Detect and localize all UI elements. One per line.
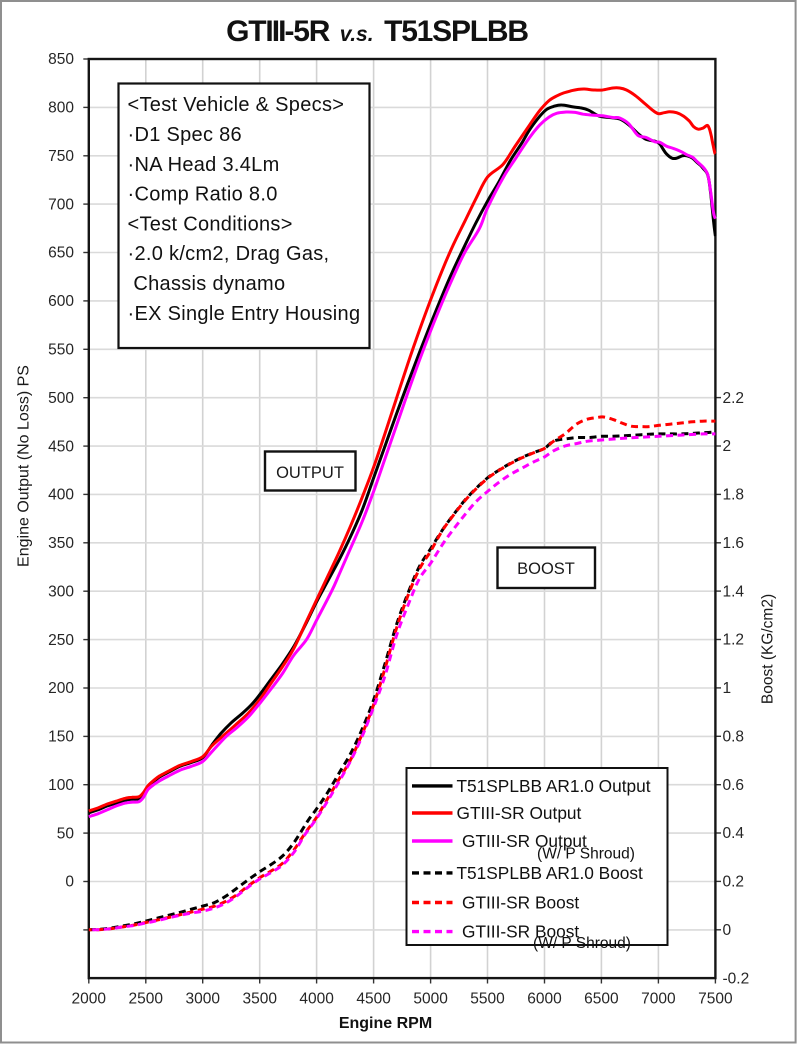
svg-text:BOOST: BOOST bbox=[517, 560, 575, 578]
svg-text:2: 2 bbox=[723, 438, 732, 455]
svg-text:1.2: 1.2 bbox=[723, 632, 745, 649]
svg-text:850: 850 bbox=[48, 51, 74, 68]
svg-text:5000: 5000 bbox=[413, 991, 448, 1008]
svg-text:Engine Output (No Loss) PS: Engine Output (No Loss) PS bbox=[16, 365, 33, 567]
svg-text:·NA Head 3.4Lm: ·NA Head 3.4Lm bbox=[128, 154, 280, 176]
svg-text:2500: 2500 bbox=[129, 991, 164, 1008]
svg-text:-0.2: -0.2 bbox=[723, 970, 750, 987]
svg-text:100: 100 bbox=[48, 777, 74, 794]
svg-text:400: 400 bbox=[48, 487, 74, 504]
svg-text:Chassis dynamo: Chassis dynamo bbox=[128, 273, 286, 295]
svg-text:6000: 6000 bbox=[527, 991, 562, 1008]
svg-text:7500: 7500 bbox=[698, 991, 733, 1008]
svg-text:500: 500 bbox=[48, 390, 74, 407]
svg-text:1: 1 bbox=[723, 680, 732, 697]
svg-text:T51SPLBB AR1.0 Output: T51SPLBB AR1.0 Output bbox=[457, 776, 651, 796]
svg-text:750: 750 bbox=[48, 148, 74, 165]
svg-text:GTIII-SR Output: GTIII-SR Output bbox=[462, 831, 587, 851]
svg-text:1.4: 1.4 bbox=[723, 583, 745, 600]
svg-text:Boost (KG/cm2): Boost (KG/cm2) bbox=[760, 594, 777, 704]
svg-text:·Comp Ratio 8.0: ·Comp Ratio 8.0 bbox=[128, 184, 278, 206]
svg-text:1.6: 1.6 bbox=[723, 535, 745, 552]
svg-text:50: 50 bbox=[57, 825, 75, 842]
svg-text:GTIII-SR Boost: GTIII-SR Boost bbox=[462, 922, 579, 942]
svg-text:350: 350 bbox=[48, 535, 74, 552]
svg-text:2.2: 2.2 bbox=[723, 390, 745, 407]
svg-text:GTIII-SR Boost: GTIII-SR Boost bbox=[462, 893, 579, 913]
svg-text:·D1 Spec 86: ·D1 Spec 86 bbox=[128, 124, 242, 146]
svg-text:Engine RPM: Engine RPM bbox=[339, 1015, 432, 1032]
svg-text:·EX Single Entry Housing: ·EX Single Entry Housing bbox=[128, 303, 361, 325]
svg-text:700: 700 bbox=[48, 196, 74, 213]
svg-text:0.2: 0.2 bbox=[723, 874, 745, 891]
svg-text:3000: 3000 bbox=[185, 991, 220, 1008]
svg-text:600: 600 bbox=[48, 293, 74, 310]
svg-text:0.4: 0.4 bbox=[723, 825, 745, 842]
svg-text:650: 650 bbox=[48, 245, 74, 262]
svg-text:5500: 5500 bbox=[470, 991, 505, 1008]
svg-text:<Test Vehicle & Specs>: <Test Vehicle & Specs> bbox=[128, 94, 345, 116]
svg-text:300: 300 bbox=[48, 583, 74, 600]
svg-text:0: 0 bbox=[723, 922, 732, 939]
svg-text:GTIII-SR Output: GTIII-SR Output bbox=[457, 803, 582, 823]
svg-text:(W/ P Shroud): (W/ P Shroud) bbox=[533, 935, 631, 952]
svg-text:0.8: 0.8 bbox=[723, 729, 745, 746]
svg-text:0.6: 0.6 bbox=[723, 777, 745, 794]
svg-text:4000: 4000 bbox=[299, 991, 334, 1008]
svg-text:150: 150 bbox=[48, 729, 74, 746]
svg-text:0: 0 bbox=[65, 874, 74, 891]
svg-text:<Test Conditions>: <Test Conditions> bbox=[128, 213, 293, 235]
svg-text:4500: 4500 bbox=[356, 991, 391, 1008]
svg-text:800: 800 bbox=[48, 100, 74, 117]
svg-text:2000: 2000 bbox=[72, 991, 107, 1008]
svg-text:450: 450 bbox=[48, 438, 74, 455]
svg-text:1.8: 1.8 bbox=[723, 487, 745, 504]
svg-text:T51SPLBB AR1.0 Boost: T51SPLBB AR1.0 Boost bbox=[457, 863, 644, 883]
svg-text:3500: 3500 bbox=[242, 991, 277, 1008]
svg-text:(W/ P Shroud): (W/ P Shroud) bbox=[537, 846, 635, 863]
svg-text:OUTPUT: OUTPUT bbox=[276, 464, 344, 482]
svg-text:6500: 6500 bbox=[584, 991, 619, 1008]
svg-text:·2.0 k/cm2, Drag Gas,: ·2.0 k/cm2, Drag Gas, bbox=[128, 243, 330, 265]
svg-text:550: 550 bbox=[48, 342, 74, 359]
svg-text:200: 200 bbox=[48, 680, 74, 697]
svg-text:250: 250 bbox=[48, 632, 74, 649]
svg-text:7000: 7000 bbox=[641, 991, 676, 1008]
